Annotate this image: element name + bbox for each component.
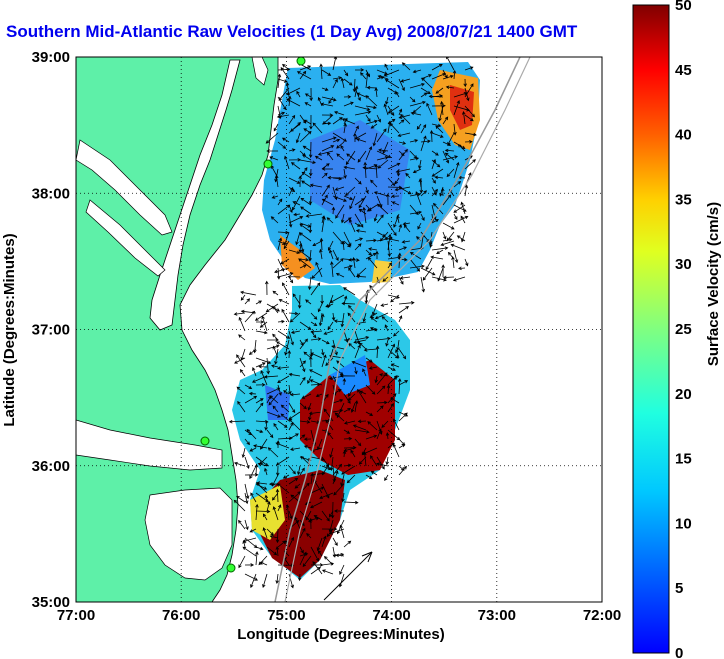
colorbar-tick-label: 0 xyxy=(675,645,683,659)
colorbar xyxy=(632,4,670,654)
y-axis-ticks: 39:00 38:00 37:00 36:00 35:00 xyxy=(32,49,70,611)
colorbar-tick-label: 35 xyxy=(675,191,692,208)
y-tick-label: 37:00 xyxy=(32,322,70,339)
colorbar-tick-label: 40 xyxy=(675,127,692,144)
y-tick-label: 36:00 xyxy=(32,458,70,475)
x-axis-ticks: 77:00 76:00 75:00 74:00 73:00 72:00 xyxy=(57,607,621,624)
x-tick-label: 73:00 xyxy=(478,607,516,624)
y-axis-label: Latitude (Degrees:Minutes) xyxy=(1,233,18,426)
colorbar-tick-label: 50 xyxy=(675,0,692,14)
x-tick-label: 76:00 xyxy=(162,607,200,624)
scale-arrow-head xyxy=(361,551,373,563)
colorbar-tick-label: 15 xyxy=(675,451,692,468)
y-tick-label: 35:00 xyxy=(32,594,70,611)
x-tick-label: 75:00 xyxy=(267,607,305,624)
velocity-arrows xyxy=(228,57,477,589)
colorbar-tick-label: 25 xyxy=(675,321,692,338)
x-axis-label: Longitude (Degrees:Minutes) xyxy=(237,626,445,643)
albemarle-sound xyxy=(76,419,223,471)
plot-border xyxy=(75,56,603,603)
x-tick-label: 72:00 xyxy=(583,607,621,624)
colorbar-tick-label: 20 xyxy=(675,386,692,403)
colorbar-tick-label: 10 xyxy=(675,515,692,532)
map-title: Southern Mid-Atlantic Raw Velocities (1 … xyxy=(6,22,578,41)
pamlico-sound xyxy=(144,487,233,581)
grid-lines xyxy=(76,57,602,602)
x-tick-label: 74:00 xyxy=(372,607,410,624)
depth-contour-2 xyxy=(284,57,531,602)
x-tick-label: 77:00 xyxy=(57,607,95,624)
radar-station-marker xyxy=(263,159,273,169)
radar-station-marker xyxy=(226,563,236,573)
colorbar-tick-label: 45 xyxy=(675,62,692,79)
y-tick-label: 39:00 xyxy=(32,49,70,66)
depth-contour xyxy=(274,57,521,602)
river-rappahannock xyxy=(85,199,166,277)
radar-station-marker xyxy=(296,57,306,66)
colorbar-tick-label: 5 xyxy=(675,580,683,597)
delaware-bay xyxy=(251,57,269,86)
radar-station-marker xyxy=(200,436,210,446)
y-tick-label: 38:00 xyxy=(32,185,70,202)
colorbar-label: Surface Velocity (cm/s) xyxy=(705,202,722,366)
scale-arrow xyxy=(323,551,373,601)
colorbar-tick-label: 30 xyxy=(675,256,692,273)
chesapeake-bay xyxy=(149,59,241,331)
river-potomac xyxy=(76,139,173,236)
